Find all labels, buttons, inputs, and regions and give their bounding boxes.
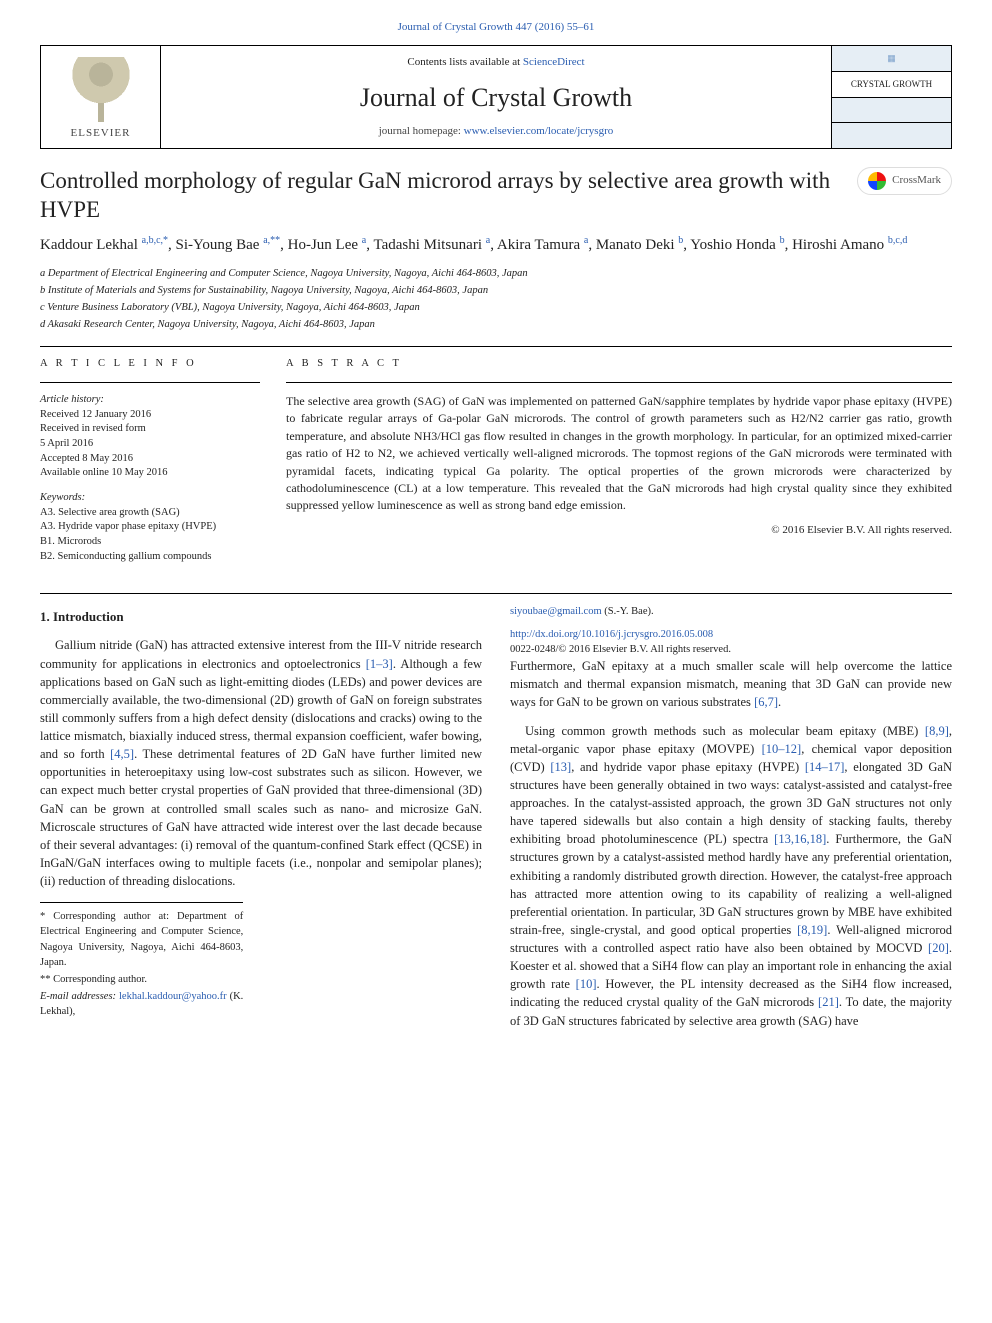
abstract-copyright: © 2016 Elsevier B.V. All rights reserved… — [286, 523, 952, 538]
journal-ref-link[interactable]: Journal of Crystal Growth 447 (2016) 55–… — [398, 21, 595, 33]
history-item: Received in revised form — [40, 422, 260, 437]
elsevier-tree-icon — [66, 52, 136, 122]
footnote-corr1: * Corresponding author at: Department of… — [40, 909, 243, 970]
info-sep — [40, 382, 260, 383]
authors: Kaddour Lekhal a,b,c,*, Si-Young Bae a,*… — [40, 234, 952, 256]
abstract-heading: A B S T R A C T — [286, 357, 952, 372]
separator-2 — [40, 593, 952, 594]
article-info: A R T I C L E I N F O Article history: R… — [40, 357, 260, 574]
history-item: Accepted 8 May 2016 — [40, 452, 260, 467]
body-columns: 1. Introduction Gallium nitride (GaN) ha… — [40, 604, 952, 1030]
keywords-list: A3. Selective area growth (SAG)A3. Hydri… — [40, 506, 260, 565]
history-label: Article history: — [40, 393, 260, 408]
section-1-p2: Furthermore, GaN epitaxy at a much small… — [510, 657, 952, 711]
footnote-corr2: ** Corresponding author. — [40, 972, 243, 987]
paper-title: Controlled morphology of regular GaN mic… — [40, 167, 845, 225]
journal-header: ELSEVIER Contents lists available at Sci… — [40, 45, 952, 148]
affiliation-item: c Venture Business Laboratory (VBL), Nag… — [40, 300, 952, 316]
email-2-who: (S.-Y. Bae). — [602, 606, 654, 617]
sciencedirect-link[interactable]: ScienceDirect — [523, 56, 585, 68]
article-info-heading: A R T I C L E I N F O — [40, 357, 260, 372]
abstract-text: The selective area growth (SAG) of GaN w… — [286, 393, 952, 515]
email-label: E-mail addresses: — [40, 991, 119, 1002]
history-item: Available online 10 May 2016 — [40, 466, 260, 481]
header-right-cell-1: ▦ — [832, 46, 951, 72]
affiliation-item: b Institute of Materials and Systems for… — [40, 283, 952, 299]
email-1-link[interactable]: lekhal.kaddour@yahoo.fr — [119, 991, 227, 1002]
affiliation-item: a Department of Electrical Engineering a… — [40, 266, 952, 282]
homepage-link[interactable]: www.elsevier.com/locate/jcrysgro — [464, 125, 614, 137]
crossmark-icon — [868, 172, 886, 190]
history-item: Received 12 January 2016 — [40, 408, 260, 423]
issn-line: 0022-0248/© 2016 Elsevier B.V. All right… — [510, 644, 731, 655]
doi-block: http://dx.doi.org/10.1016/j.jcrysgro.201… — [510, 627, 952, 657]
affiliations: a Department of Electrical Engineering a… — [40, 266, 952, 332]
elsevier-logo: ELSEVIER — [66, 52, 136, 141]
journal-ref-top: Journal of Crystal Growth 447 (2016) 55–… — [40, 20, 952, 35]
section-1-p3: Using common growth methods such as mole… — [510, 722, 952, 1030]
separator-1 — [40, 346, 952, 347]
abstract-sep — [286, 382, 952, 383]
keywords-label: Keywords: — [40, 491, 260, 506]
header-right-cell-4 — [832, 123, 951, 148]
keyword-item: A3. Hydride vapor phase epitaxy (HVPE) — [40, 520, 260, 535]
email-2-link[interactable]: siyoubae@gmail.com — [510, 606, 602, 617]
publisher-cell: ELSEVIER — [41, 46, 161, 147]
doi-link[interactable]: http://dx.doi.org/10.1016/j.jcrysgro.201… — [510, 629, 713, 640]
keyword-item: B2. Semiconducting gallium compounds — [40, 550, 260, 565]
contents-prefix: Contents lists available at — [407, 56, 522, 68]
affiliation-item: d Akasaki Research Center, Nagoya Univer… — [40, 317, 952, 333]
header-center: Contents lists available at ScienceDirec… — [161, 46, 831, 147]
crossmark-label: CrossMark — [892, 173, 941, 188]
keyword-item: B1. Microrods — [40, 535, 260, 550]
keyword-item: A3. Selective area growth (SAG) — [40, 506, 260, 521]
header-right-cell-3 — [832, 98, 951, 124]
section-1-heading: 1. Introduction — [40, 608, 482, 627]
homepage-line: journal homepage: www.elsevier.com/locat… — [171, 124, 821, 139]
header-right: ▦ CRYSTAL GROWTH — [831, 46, 951, 147]
history-list: Received 12 January 2016Received in revi… — [40, 408, 260, 481]
abstract-block: A B S T R A C T The selective area growt… — [286, 357, 952, 574]
history-item: 5 April 2016 — [40, 437, 260, 452]
homepage-prefix: journal homepage: — [379, 125, 464, 137]
publisher-name: ELSEVIER — [66, 126, 136, 141]
crossmark-badge[interactable]: CrossMark — [857, 167, 952, 195]
journal-title: Journal of Crystal Growth — [171, 80, 821, 116]
header-right-cell-2: CRYSTAL GROWTH — [832, 72, 951, 98]
section-1-p1: Gallium nitride (GaN) has attracted exte… — [40, 636, 482, 890]
contents-line: Contents lists available at ScienceDirec… — [171, 55, 821, 70]
